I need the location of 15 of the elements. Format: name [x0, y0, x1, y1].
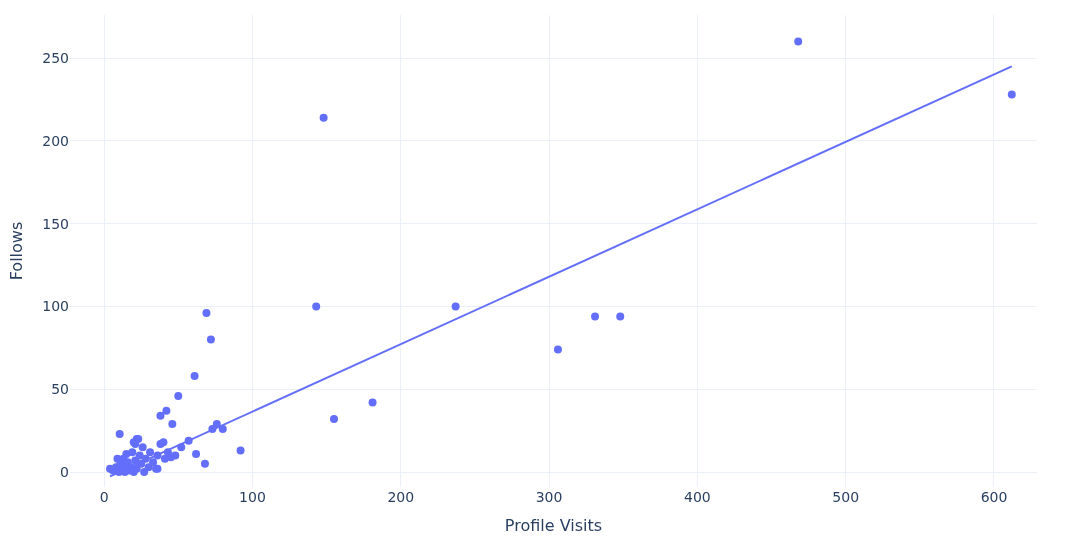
- x-tick-label: 400: [683, 489, 711, 505]
- y-tick-label: 50: [51, 381, 69, 398]
- y-tick-label: 0: [60, 463, 69, 480]
- x-axis-title: Profile Visits: [504, 515, 603, 535]
- x-tick-label: 300: [535, 489, 563, 505]
- x-tick-label: 200: [387, 489, 415, 505]
- y-tick-label: 200: [42, 132, 69, 149]
- y-tick-label: 100: [42, 298, 69, 315]
- y-tick-label: 250: [42, 49, 69, 66]
- x-tick-label: 600: [980, 489, 1008, 505]
- x-tick-label: 500: [832, 489, 860, 505]
- y-axis-title: Follows: [7, 221, 27, 281]
- y-tick-label: 150: [42, 215, 69, 232]
- x-tick-label: 0: [99, 489, 109, 505]
- x-tick-label: 100: [239, 489, 266, 505]
